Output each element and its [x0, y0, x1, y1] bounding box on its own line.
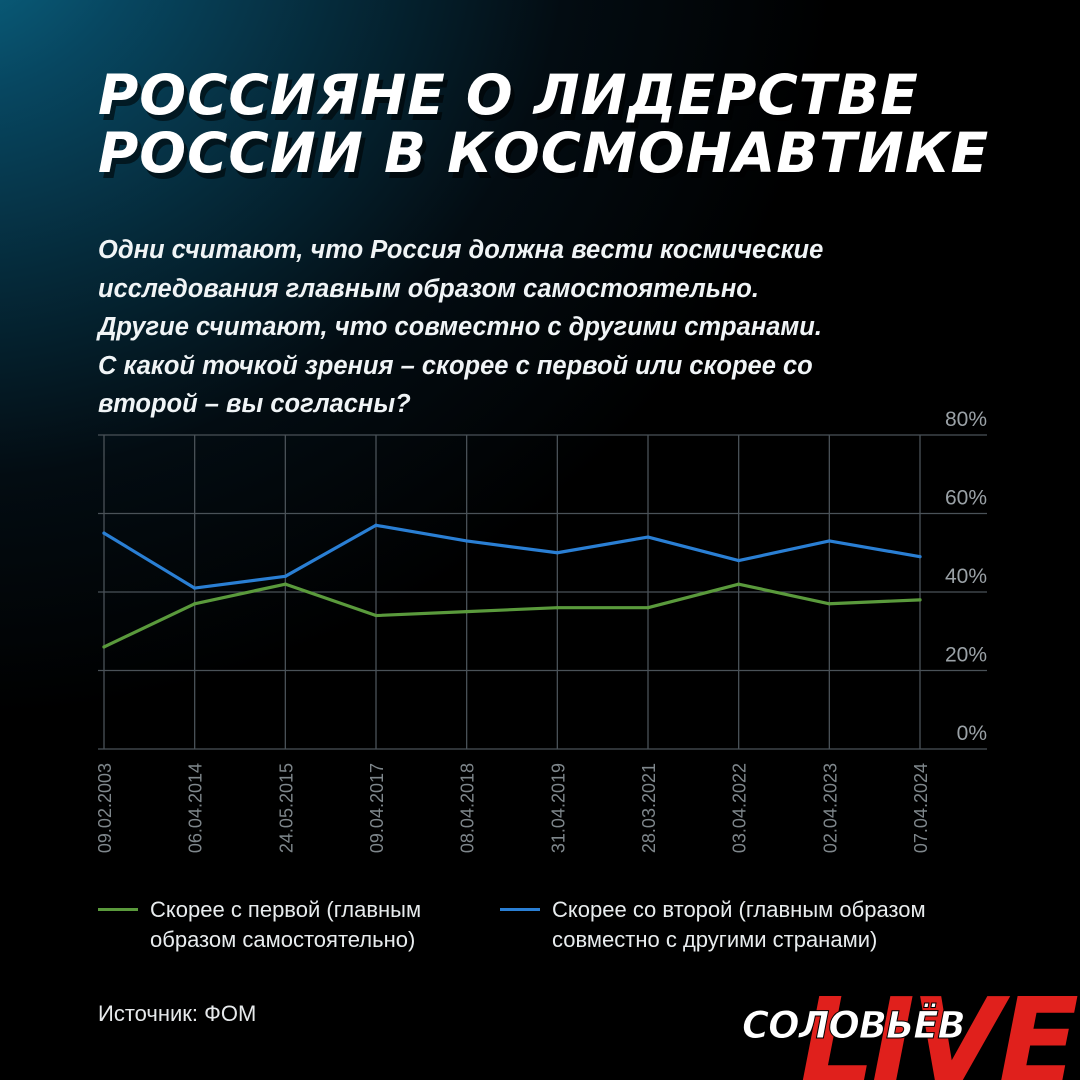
soloviev-live-logo: LIVE СОЛОВЬЁВ [742, 972, 1080, 1080]
data-point-first [555, 606, 559, 610]
logo-main-text: СОЛОВЬЁВ [742, 1003, 965, 1047]
title-line-2: России в космонавтике [98, 121, 990, 185]
source-note: Источник: ФОМ [98, 1001, 257, 1026]
x-tick-label: 08.04.2018 [458, 763, 478, 853]
question-line-3: Другие считают, что совместно с другими … [98, 313, 822, 341]
data-point-second [918, 555, 922, 559]
data-point-first [646, 606, 650, 610]
legend-item-second: Скорее со второй (главным образом совмес… [500, 895, 926, 955]
y-tick-label: 80% [945, 408, 987, 431]
data-point-second [646, 535, 650, 539]
x-tick-label: 24.05.2015 [276, 763, 296, 853]
data-point-second [555, 551, 559, 555]
legend-swatch-second [500, 908, 540, 911]
data-point-first [102, 645, 106, 649]
x-tick-label: 03.04.2022 [730, 763, 750, 853]
data-point-first [737, 582, 741, 586]
data-point-first [465, 610, 469, 614]
y-tick-label: 0% [957, 722, 987, 745]
title-line-1: Россияне о лидерстве [98, 63, 919, 127]
question-line-1: Одни считают, что Россия должна вести ко… [98, 236, 824, 264]
data-point-second [283, 574, 287, 578]
data-point-first [827, 602, 831, 606]
series-line-first [102, 582, 922, 649]
data-point-second [193, 586, 197, 590]
data-point-second [737, 559, 741, 563]
legend-label-second-line-2: совместно с другими странами) [552, 927, 878, 952]
x-tick-label: 07.04.2024 [911, 763, 931, 853]
question-line-4: С какой точкой зрения – скорее с первой … [98, 351, 813, 380]
x-tick-label: 31.04.2019 [548, 763, 568, 853]
data-point-second [827, 539, 831, 543]
y-tick-label: 20% [945, 644, 987, 667]
data-point-second [102, 531, 106, 535]
data-point-first [193, 602, 197, 606]
data-point-second [465, 539, 469, 543]
question-line-5: второй – вы согласны? [98, 390, 411, 418]
x-tick-label: 28.03.2021 [639, 763, 659, 853]
line-chart: 80% 60% 40% 20% 0% 09.02.2003 06.04.2014 24.05.… [95, 408, 987, 853]
page-title: Россияне о лидерстве России в космонавти… [98, 66, 1038, 182]
legend-label-first-line-1: Скорее с первой (главным [150, 897, 422, 922]
legend-label-second: Скорее со второй (главным образом совмес… [552, 895, 926, 955]
y-tick-label: 60% [945, 487, 987, 510]
data-point-first [283, 582, 287, 586]
legend-label-first: Скорее с первой (главным образом самосто… [150, 895, 421, 955]
data-point-first [918, 598, 922, 602]
x-tick-label: 02.04.2023 [820, 763, 840, 853]
legend-label-first-line-2: образом самостоятельно) [150, 927, 416, 952]
question-line-2: исследования главным образом самостоятел… [98, 274, 759, 303]
legend-swatch-first [98, 908, 138, 911]
series-line-second [102, 523, 922, 590]
data-point-second [374, 523, 378, 527]
logo-live-text: LIVE [800, 972, 1078, 1080]
y-tick-label: 40% [945, 565, 987, 588]
x-tick-label: 09.02.2003 [95, 763, 115, 853]
x-tick-label: 09.04.2017 [367, 763, 387, 853]
legend-item-first: Скорее с первой (главным образом самосто… [98, 895, 421, 955]
legend-label-second-line-1: Скорее со второй (главным образом [552, 897, 926, 922]
data-point-first [374, 613, 378, 618]
survey-question: Одни считают, что Россия должна вести ко… [98, 231, 1028, 424]
x-tick-label: 06.04.2014 [186, 763, 206, 853]
